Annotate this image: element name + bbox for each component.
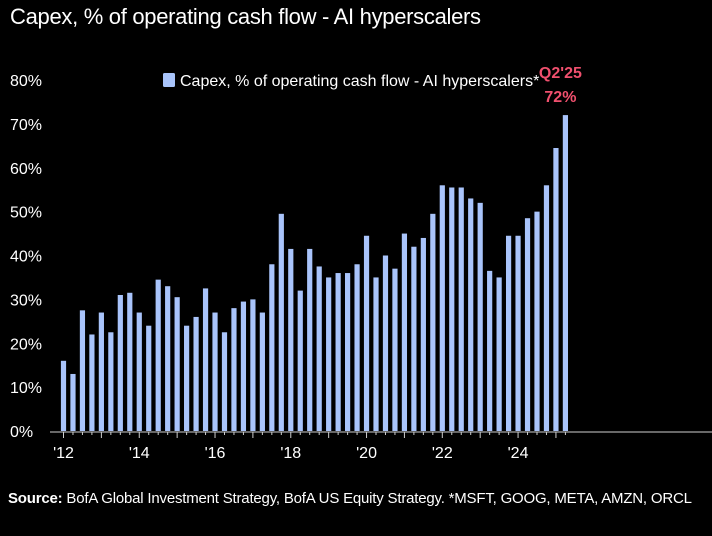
bars <box>60 115 569 432</box>
x-tick-label: '20 <box>356 445 377 462</box>
bar <box>354 264 360 431</box>
x-tick-label: '18 <box>280 445 301 462</box>
source-text: BofA Global Investment Strategy, BofA US… <box>62 490 692 507</box>
annotation: Q2'25 72% <box>539 65 582 106</box>
bar <box>401 233 408 431</box>
bar <box>221 332 228 431</box>
y-tick-label: 40% <box>10 249 42 266</box>
x-axis: '12 '14 '16 '18 '20 '22 '24 <box>53 432 566 462</box>
bar <box>127 292 133 431</box>
bar <box>297 290 303 431</box>
bar <box>212 312 218 431</box>
bar <box>202 288 209 431</box>
bar <box>89 334 95 431</box>
bar <box>60 360 67 431</box>
bar <box>174 297 180 431</box>
bar <box>430 213 436 431</box>
bar <box>278 213 284 431</box>
bar <box>515 235 521 431</box>
y-tick-label: 60% <box>10 161 42 178</box>
y-tick-label: 70% <box>10 117 42 134</box>
bar <box>98 312 104 431</box>
bar <box>439 185 445 431</box>
bar <box>165 286 171 431</box>
bar <box>259 312 265 431</box>
bar <box>155 279 161 431</box>
bar <box>316 266 322 431</box>
legend-label: Capex, % of operating cash flow - AI hyp… <box>180 73 539 90</box>
y-tick-label: 0% <box>10 424 33 441</box>
bar <box>411 246 417 431</box>
annotation-label: Q2'25 <box>539 65 582 82</box>
bar <box>543 185 550 431</box>
bar <box>288 248 294 431</box>
bar <box>487 270 493 431</box>
bar <box>79 310 86 431</box>
bar <box>335 273 341 431</box>
bar <box>231 308 237 431</box>
bar <box>250 299 256 432</box>
x-tick-label: '14 <box>129 445 150 462</box>
bar <box>70 373 76 431</box>
bar <box>505 235 512 431</box>
bar <box>240 301 247 431</box>
source-label: Source: <box>8 490 63 507</box>
legend-swatch <box>163 73 175 87</box>
bar <box>146 325 152 431</box>
chart-title: Capex, % of operating cash flow - AI hyp… <box>10 4 481 29</box>
bar <box>136 312 142 431</box>
bar <box>468 198 474 431</box>
y-tick-label: 10% <box>10 380 42 397</box>
y-tick-label: 20% <box>10 336 42 353</box>
y-tick-label: 50% <box>10 205 42 222</box>
bar <box>496 277 502 431</box>
bar <box>363 235 370 431</box>
y-tick-label: 30% <box>10 292 42 309</box>
x-tick-label: '24 <box>508 445 529 462</box>
bar <box>373 277 379 431</box>
source-note: Source: BofA Global Investment Strategy,… <box>8 488 704 510</box>
legend: Capex, % of operating cash flow - AI hyp… <box>163 73 539 90</box>
bar <box>458 187 464 431</box>
bar <box>562 115 569 431</box>
bar <box>449 187 455 431</box>
bar <box>477 202 483 431</box>
x-tick-label: '12 <box>53 445 74 462</box>
bar <box>108 332 114 431</box>
bar <box>193 316 199 431</box>
bar <box>534 211 540 432</box>
bar <box>117 294 123 431</box>
bar <box>184 325 190 431</box>
x-tick-label: '22 <box>432 445 453 462</box>
y-tick-label: 80% <box>10 73 42 90</box>
bar <box>382 255 389 431</box>
x-tick-label: '16 <box>205 445 226 462</box>
bar <box>345 273 351 431</box>
bar <box>269 264 275 431</box>
bar <box>553 148 559 431</box>
bar <box>326 277 332 431</box>
bar <box>307 248 313 431</box>
annotation-value: 72% <box>544 89 576 106</box>
bar <box>392 268 398 431</box>
bar <box>420 237 426 431</box>
bar <box>524 218 531 431</box>
y-axis: 0% 10% 20% 30% 40% 50% 60% 70% 80% <box>10 73 42 441</box>
